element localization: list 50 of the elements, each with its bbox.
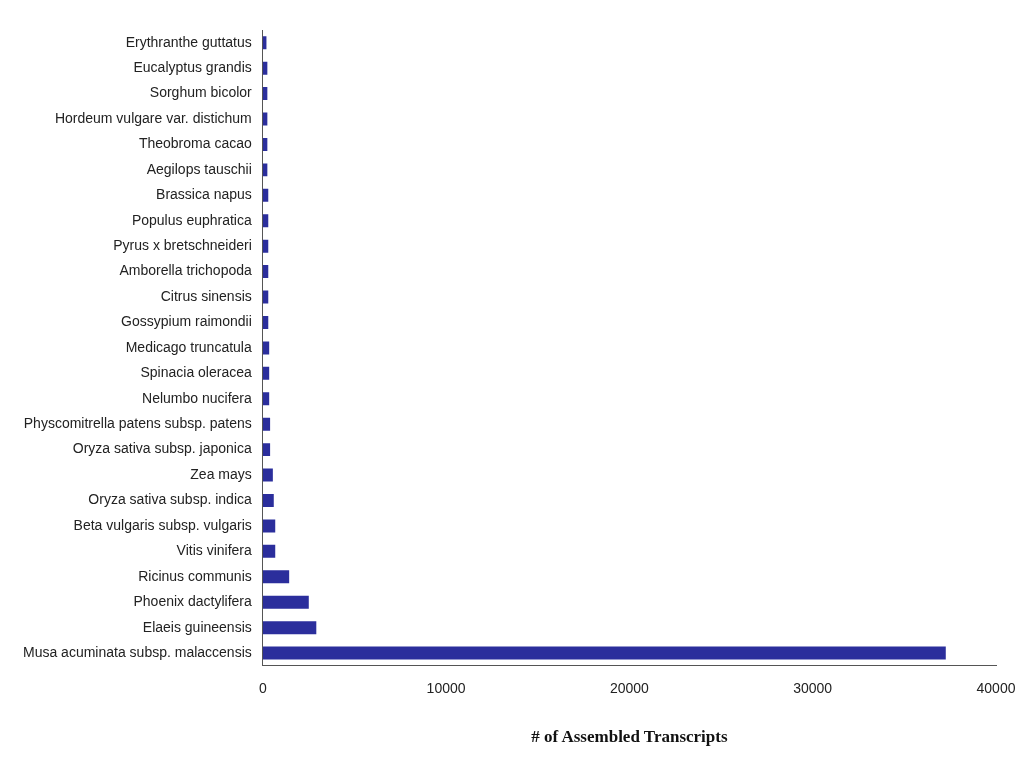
y-tick-label: Phoenix dactylifera <box>133 593 252 610</box>
y-tick-label: Medicago truncatula <box>125 338 252 355</box>
y-tick-label: Populus euphratica <box>131 211 252 228</box>
y-tick-label: Erythranthe guttatus <box>125 33 252 50</box>
bar <box>262 468 273 482</box>
y-tick-label: Elaeis guineensis <box>142 618 252 635</box>
y-tick-label: Amborella trichopoda <box>119 262 252 279</box>
x-tick-label: 30000 <box>793 680 833 697</box>
bar <box>262 519 276 533</box>
y-tick-label: Pyrus x bretschneideri <box>113 237 252 254</box>
bar <box>262 443 271 457</box>
bar <box>262 494 274 507</box>
bar <box>262 646 946 660</box>
bar <box>262 621 317 635</box>
y-tick-label: Ricinus communis <box>138 567 252 584</box>
y-tick-label: Beta vulgaris subsp. vulgaris <box>73 516 252 533</box>
bar <box>262 290 269 304</box>
x-tick-label: 10000 <box>426 680 466 697</box>
bar <box>262 341 270 355</box>
y-tick-label: Zea mays <box>190 465 252 482</box>
x-tick-label: 40000 <box>976 680 1016 697</box>
x-axis-title: # of Assembled Transcripts <box>531 727 728 747</box>
y-tick-label: Oryza sativa subsp. japonica <box>72 440 252 457</box>
bar <box>262 595 309 609</box>
y-tick-label: Nelumbo nucifera <box>142 389 252 406</box>
y-tick-label: Spinacia oleracea <box>140 364 252 381</box>
y-tick-label: Musa acuminata subsp. malaccensis <box>22 643 252 660</box>
bar <box>262 239 269 253</box>
y-tick-label: Aegilops tauschii <box>146 160 252 177</box>
y-tick-label: Oryza sativa subsp. indica <box>88 491 252 508</box>
bar <box>262 417 271 431</box>
bar <box>262 188 269 202</box>
x-tick-label: 0 <box>258 680 267 697</box>
y-tick-label: Sorghum bicolor <box>149 84 253 101</box>
bar <box>262 544 276 558</box>
y-tick-label: Theobroma cacao <box>138 135 252 152</box>
bar <box>262 214 269 228</box>
bar <box>262 315 269 329</box>
bar <box>262 366 270 380</box>
y-tick-label: Hordeum vulgare var. distichum <box>54 109 252 126</box>
y-tick-label: Brassica napus <box>156 186 252 203</box>
y-tick-label: Gossypium raimondii <box>121 313 252 330</box>
y-tick-label: Vitis vinifera <box>176 542 252 559</box>
bar <box>262 570 290 584</box>
bar <box>262 392 270 406</box>
x-tick-label: 20000 <box>609 680 650 697</box>
y-tick-label: Eucalyptus grandis <box>133 59 252 76</box>
y-tick-label: Physcomitrella patens subsp. patens <box>23 415 252 432</box>
y-tick-label: Citrus sinensis <box>160 287 252 304</box>
bar <box>262 265 269 279</box>
